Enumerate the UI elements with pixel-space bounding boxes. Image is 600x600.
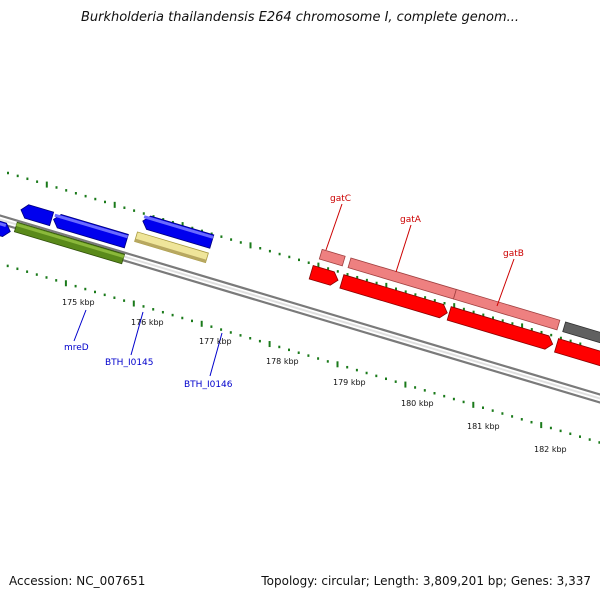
outer-tick-marks xyxy=(7,171,582,346)
gene-label-BTH_I0145[interactable]: BTH_I0145 xyxy=(105,358,154,368)
kbp-label: 182 kbp xyxy=(534,445,567,454)
gene-label-gatB[interactable]: gatB xyxy=(503,249,524,259)
cds-arrow[interactable] xyxy=(339,274,449,320)
gene-label-gatC[interactable]: gatC xyxy=(330,194,351,204)
gene-label-mreD[interactable]: mreD xyxy=(64,343,89,353)
topology-text: Topology: circular; Length: 3,809,201 bp… xyxy=(261,574,591,588)
gene-gatB[interactable] xyxy=(452,288,561,331)
inner-tick-marks xyxy=(6,264,600,444)
kbp-label: 179 kbp xyxy=(333,378,366,387)
cds-arrow[interactable] xyxy=(554,338,600,371)
kbp-label: 181 kbp xyxy=(467,422,500,431)
kbp-label: 175 kbp xyxy=(62,298,95,307)
cds-arrow[interactable] xyxy=(308,265,340,287)
cds-arrow[interactable] xyxy=(446,306,554,351)
cds-arrow[interactable] xyxy=(0,199,12,238)
gene-gatC[interactable] xyxy=(318,248,346,267)
map-title: Burkholderia thailandensis E264 chromoso… xyxy=(80,10,520,25)
gene-labels: mreD BTH_I0145 BTH_I0146 gatC gatA gatB xyxy=(64,194,524,390)
gene-track xyxy=(0,199,600,371)
kbp-label: 178 kbp xyxy=(266,357,299,366)
kbp-label: 177 kbp xyxy=(199,337,232,346)
accession-text: Accession: NC_007651 xyxy=(9,574,146,588)
cds-arrow[interactable] xyxy=(141,214,215,249)
gene-label-BTH_I0146[interactable]: BTH_I0146 xyxy=(184,380,233,390)
cds-arrow[interactable] xyxy=(19,203,55,227)
kbp-label: 180 kbp xyxy=(401,399,434,408)
kbp-labels: 175 kbp 176 kbp 177 kbp 178 kbp 179 kbp … xyxy=(62,298,567,454)
gene-label-gatA[interactable]: gatA xyxy=(400,215,422,225)
cds-arrow[interactable] xyxy=(52,213,129,249)
kbp-label: 176 kbp xyxy=(131,318,164,327)
label-leaders xyxy=(73,203,515,377)
gene-gray[interactable] xyxy=(562,321,600,350)
